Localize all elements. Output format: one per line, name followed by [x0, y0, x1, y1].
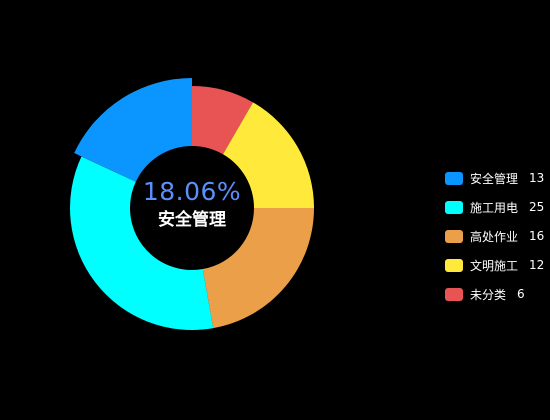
legend-swatch [445, 229, 463, 243]
slice-文明施工[interactable] [223, 102, 314, 208]
legend-value: 16 [529, 229, 545, 243]
legend-swatch [445, 287, 463, 301]
legend-value: 6 [517, 287, 525, 301]
slice-安全管理[interactable] [74, 78, 192, 182]
legend-label: 高处作业 [470, 229, 519, 244]
legend-value: 25 [529, 200, 545, 214]
legend-swatch [445, 200, 463, 214]
legend-value: 12 [529, 258, 545, 272]
slice-高处作业[interactable] [202, 208, 314, 329]
legend-label: 施工用电 [470, 200, 519, 215]
legend-value: 13 [529, 171, 545, 185]
slice-施工用电[interactable] [70, 156, 214, 330]
legend-item[interactable]: 安全管理 13 [445, 170, 544, 186]
legend-item[interactable]: 高处作业 16 [445, 228, 544, 244]
legend-swatch [445, 258, 463, 272]
legend-swatch [445, 171, 463, 185]
legend-item[interactable]: 文明施工 12 [445, 257, 544, 273]
legend: 安全管理 13 施工用电 25 高处作业 16 文明施工 12 未分类 6 [445, 170, 544, 315]
slice-未分类[interactable] [192, 86, 253, 155]
legend-label: 未分类 [470, 287, 507, 302]
legend-label: 文明施工 [470, 258, 519, 273]
legend-label: 安全管理 [470, 171, 519, 186]
legend-item[interactable]: 未分类 6 [445, 286, 544, 302]
legend-item[interactable]: 施工用电 25 [445, 199, 544, 215]
